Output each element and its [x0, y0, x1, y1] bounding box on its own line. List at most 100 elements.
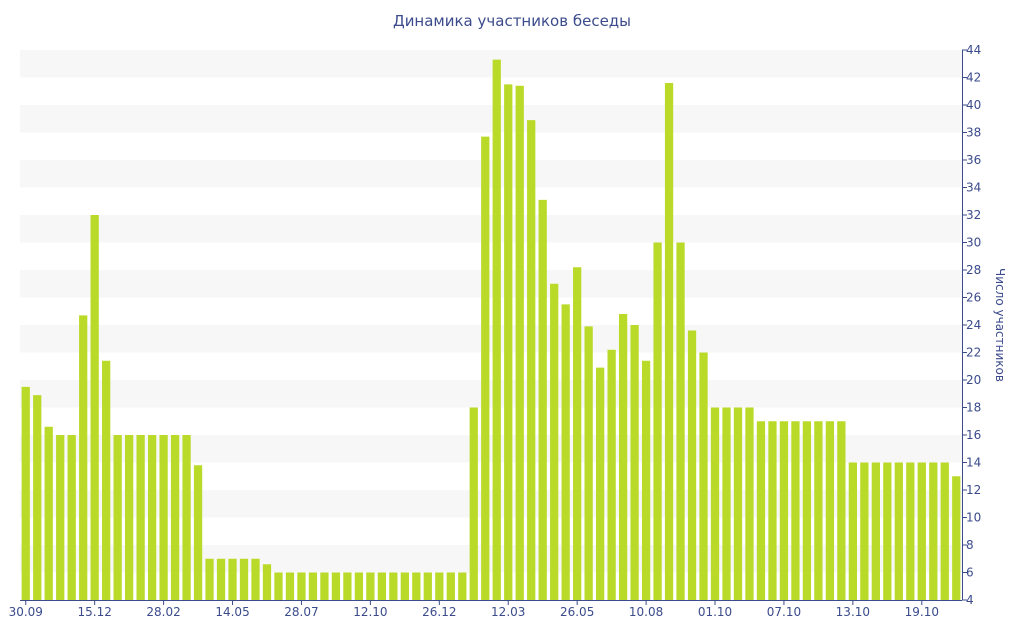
bar[interactable]	[136, 435, 145, 600]
bar[interactable]	[504, 84, 513, 600]
bar[interactable]	[561, 304, 570, 600]
bar[interactable]	[550, 283, 559, 600]
bar[interactable]	[756, 421, 766, 600]
bar[interactable]	[641, 360, 651, 600]
bar[interactable]	[228, 558, 237, 600]
bar[interactable]	[584, 326, 593, 600]
bar[interactable]	[297, 572, 306, 601]
bar[interactable]	[285, 572, 295, 601]
bar[interactable]	[205, 558, 214, 600]
bar[interactable]	[883, 462, 892, 601]
bar[interactable]	[21, 386, 30, 600]
bar[interactable]	[377, 572, 387, 601]
bar[interactable]	[113, 435, 122, 600]
bar[interactable]	[147, 435, 157, 600]
bar[interactable]	[906, 462, 915, 601]
bar[interactable]	[193, 465, 203, 600]
bar[interactable]	[458, 572, 467, 601]
y-axis-title: Число участников	[993, 268, 1007, 382]
bar[interactable]	[274, 572, 283, 601]
bar[interactable]	[630, 325, 639, 600]
bar[interactable]	[929, 462, 938, 601]
bar[interactable]	[216, 558, 226, 600]
y-tick-label: 32	[966, 208, 981, 222]
bar[interactable]	[699, 352, 708, 601]
bar[interactable]	[469, 407, 478, 601]
bar[interactable]	[848, 462, 858, 601]
bar[interactable]	[343, 572, 352, 601]
bar[interactable]	[435, 572, 444, 601]
x-tick-label: 12.03	[491, 605, 525, 619]
bar[interactable]	[768, 421, 777, 600]
bar[interactable]	[159, 435, 168, 600]
y-tick-label: 14	[966, 456, 981, 470]
bar[interactable]	[573, 267, 582, 600]
y-tick-label: 42	[966, 71, 981, 85]
bar[interactable]	[802, 421, 812, 600]
bar[interactable]	[320, 572, 329, 601]
grid-band	[20, 50, 962, 78]
bar[interactable]	[446, 572, 455, 601]
bar[interactable]	[733, 407, 743, 601]
bar[interactable]	[481, 136, 490, 600]
y-tick-label: 8	[966, 538, 974, 552]
bar[interactable]	[251, 558, 260, 600]
bar[interactable]	[33, 395, 42, 600]
x-tick-label: 12.10	[353, 605, 387, 619]
bar[interactable]	[653, 242, 662, 601]
bar[interactable]	[515, 85, 524, 600]
bar[interactable]	[400, 572, 409, 601]
bar[interactable]	[366, 572, 375, 601]
x-tick-label: 28.07	[284, 605, 318, 619]
bar[interactable]	[825, 421, 835, 600]
bar[interactable]	[102, 360, 111, 600]
bar[interactable]	[676, 242, 685, 601]
bar[interactable]	[308, 572, 318, 601]
x-tick-label: 14.05	[215, 605, 249, 619]
bar[interactable]	[837, 421, 846, 600]
bar[interactable]	[331, 572, 341, 601]
bar[interactable]	[595, 367, 605, 600]
bar[interactable]	[389, 572, 398, 601]
bar[interactable]	[170, 435, 180, 600]
bar[interactable]	[952, 476, 961, 600]
bar[interactable]	[940, 462, 949, 601]
x-tick-label: 19.10	[905, 605, 939, 619]
bar[interactable]	[607, 349, 616, 600]
bar[interactable]	[860, 462, 869, 601]
bar[interactable]	[492, 59, 501, 600]
bar[interactable]	[527, 120, 536, 600]
x-tick-label: 26.12	[422, 605, 456, 619]
bar[interactable]	[618, 314, 628, 600]
bar[interactable]	[894, 462, 903, 601]
bar[interactable]	[710, 407, 720, 601]
bar[interactable]	[182, 435, 191, 600]
y-tick-label: 20	[966, 373, 981, 387]
bar[interactable]	[354, 572, 364, 601]
bar[interactable]	[90, 215, 99, 600]
bar[interactable]	[44, 426, 53, 600]
bar-series	[21, 59, 961, 601]
bar[interactable]	[67, 435, 76, 600]
bar[interactable]	[687, 330, 697, 601]
bar[interactable]	[56, 435, 65, 600]
bar[interactable]	[791, 421, 800, 600]
bar[interactable]	[814, 421, 823, 600]
bar[interactable]	[79, 315, 88, 600]
bar[interactable]	[538, 199, 547, 600]
bar[interactable]	[262, 564, 272, 600]
bar[interactable]	[412, 572, 421, 601]
bar[interactable]	[239, 558, 249, 600]
y-tick-label: 26	[966, 291, 981, 305]
bar[interactable]	[745, 407, 754, 601]
bar[interactable]	[722, 407, 731, 601]
grid-band	[20, 215, 962, 243]
bar[interactable]	[917, 462, 926, 601]
bar[interactable]	[423, 572, 432, 601]
bar[interactable]	[871, 462, 880, 601]
grid-band	[20, 160, 962, 188]
bar[interactable]	[124, 435, 134, 600]
bar[interactable]	[779, 421, 789, 600]
y-tick-label: 4	[966, 593, 974, 607]
bar[interactable]	[664, 83, 674, 600]
